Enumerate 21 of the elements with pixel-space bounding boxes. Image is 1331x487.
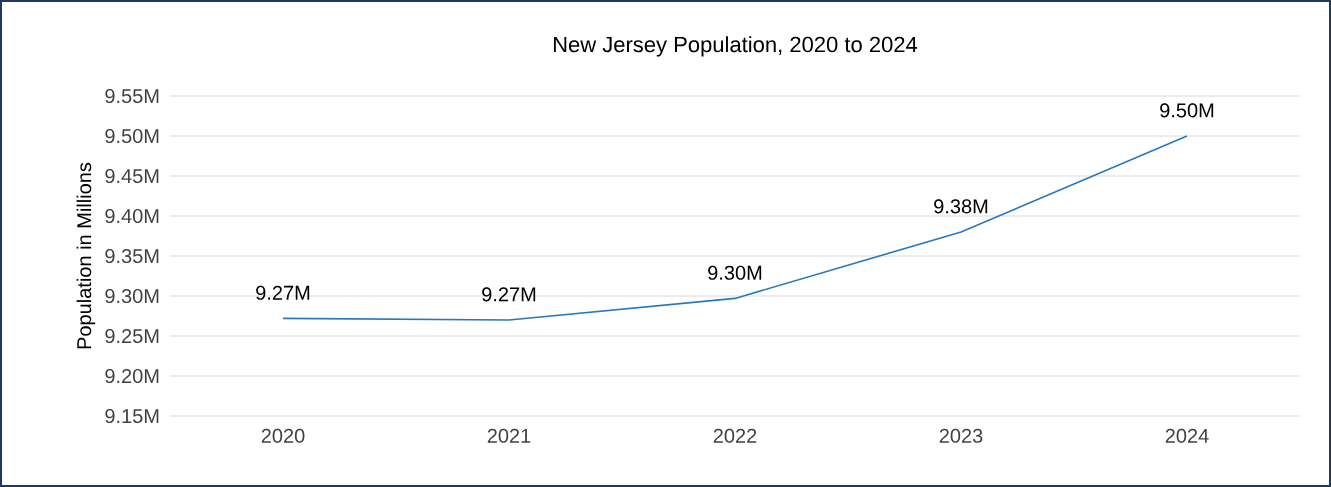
y-tick-label: 9.20M bbox=[105, 368, 159, 384]
y-axis-title: Population in Millions bbox=[76, 162, 96, 349]
x-tick-label: 2023 bbox=[939, 428, 983, 443]
y-tick-label: 9.40M bbox=[105, 208, 159, 224]
chart-title: New Jersey Population, 2020 to 2024 bbox=[553, 36, 918, 57]
y-tick-label: 9.25M bbox=[105, 328, 159, 344]
y-tick-label: 9.30M bbox=[105, 288, 159, 304]
y-tick-label: 9.50M bbox=[105, 128, 159, 144]
x-tick-label: 2021 bbox=[487, 428, 531, 443]
data-label: 9.38M bbox=[934, 199, 988, 214]
data-label: 9.27M bbox=[482, 287, 536, 302]
y-tick-label: 9.55M bbox=[105, 88, 159, 104]
x-tick-label: 2024 bbox=[1165, 428, 1209, 443]
x-tick-label: 2020 bbox=[261, 428, 305, 443]
data-label: 9.50M bbox=[1160, 103, 1214, 118]
x-tick-label: 2022 bbox=[713, 428, 757, 443]
y-tick-label: 9.15M bbox=[105, 408, 159, 424]
data-label: 9.27M bbox=[256, 285, 310, 300]
y-tick-label: 9.45M bbox=[105, 168, 159, 184]
data-label: 9.30M bbox=[708, 265, 762, 280]
y-tick-label: 9.35M bbox=[105, 248, 159, 264]
